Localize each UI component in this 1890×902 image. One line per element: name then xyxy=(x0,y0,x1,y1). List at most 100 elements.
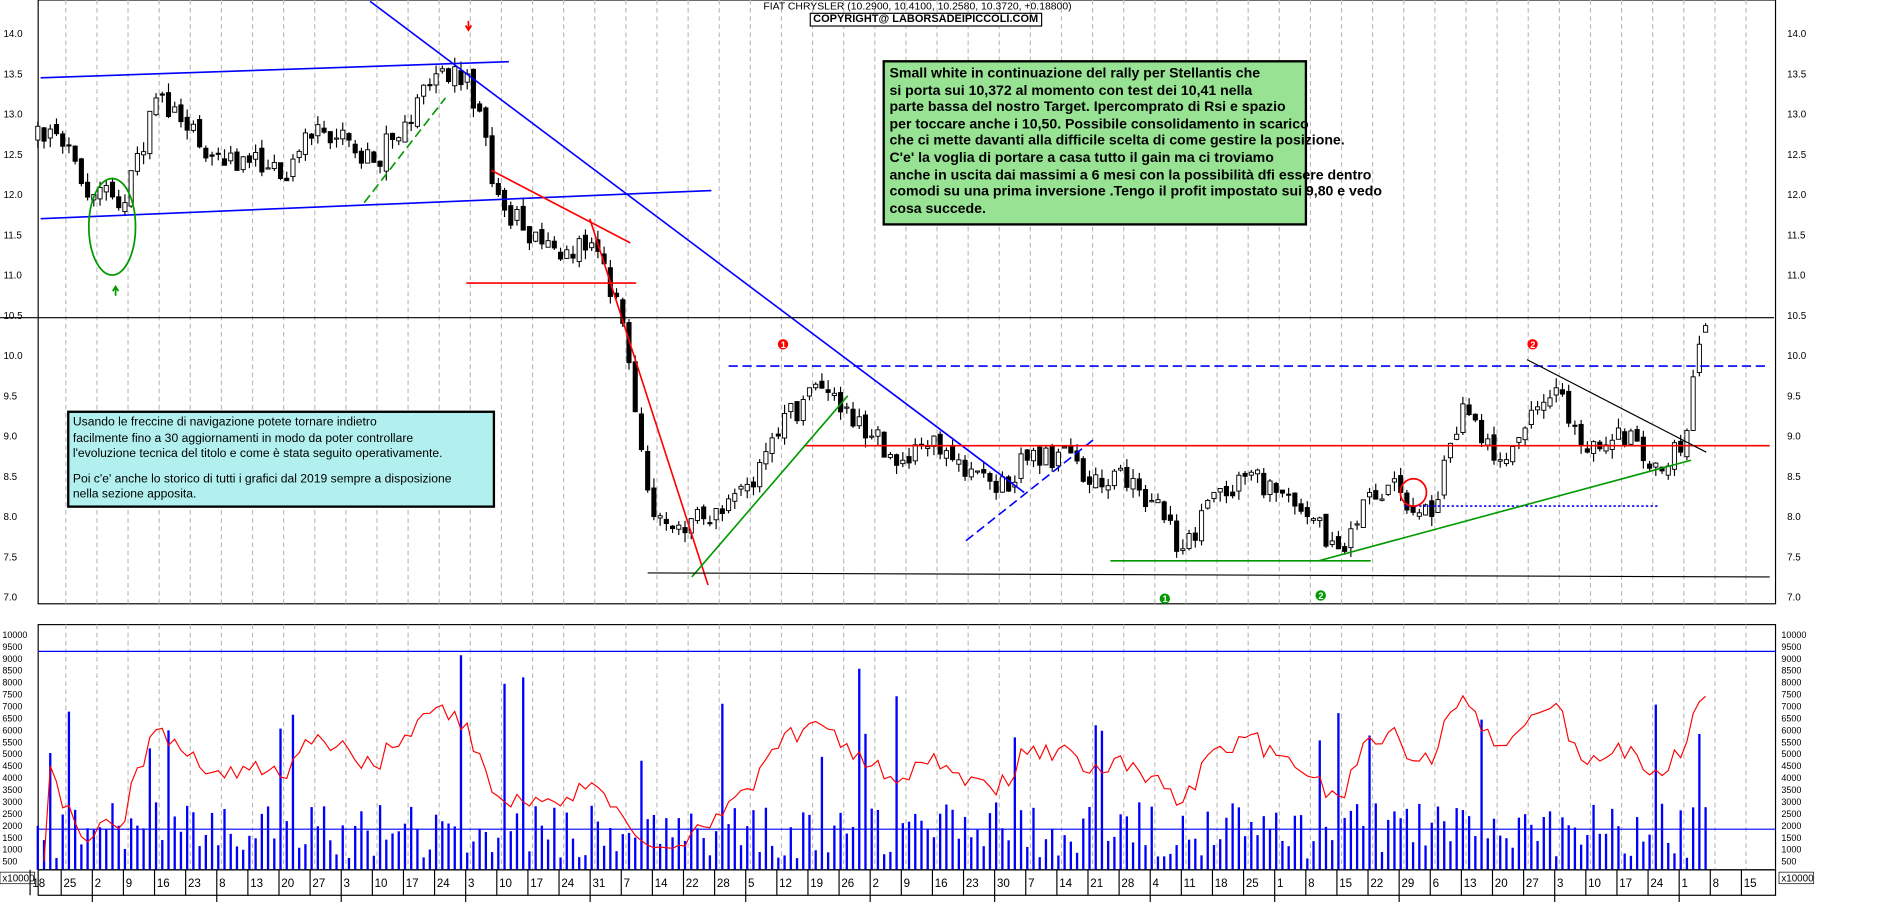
candle-body xyxy=(862,414,869,439)
x-tick-label: 13 xyxy=(1464,878,1477,890)
pivot-marker-green: 1 xyxy=(1159,593,1171,604)
candle xyxy=(1211,491,1217,503)
candle xyxy=(769,432,775,463)
candle xyxy=(582,229,588,260)
candle xyxy=(831,387,837,401)
x-tick-label: 27 xyxy=(1526,878,1539,890)
candle xyxy=(1292,492,1298,515)
candle-body xyxy=(309,133,315,139)
candle xyxy=(458,61,464,91)
candle-body xyxy=(1354,523,1360,526)
candle xyxy=(514,206,520,226)
x-tick-label: 29 xyxy=(1401,878,1414,890)
candle xyxy=(1174,514,1180,558)
volume-tick-label-left: 2500 xyxy=(2,809,22,819)
candle-body xyxy=(246,155,252,163)
volume-tick-label-left: 3000 xyxy=(2,797,22,807)
candle-body xyxy=(371,151,377,163)
candle-body xyxy=(302,132,308,155)
volume-tick-label-left: 3500 xyxy=(2,785,22,795)
volume-tick-label-left: 1500 xyxy=(2,833,22,843)
candle-body xyxy=(769,437,775,454)
candle xyxy=(1441,455,1447,500)
info-line: Usando le freccine di navigazione potete… xyxy=(72,415,377,430)
candle xyxy=(47,124,53,148)
candle-body xyxy=(452,66,458,87)
candle-body xyxy=(1074,450,1080,462)
candle-body xyxy=(501,189,508,211)
candle-body xyxy=(153,97,159,116)
candle xyxy=(259,139,265,177)
candle-body xyxy=(315,124,321,137)
candle-body xyxy=(277,162,284,179)
candle xyxy=(1236,471,1242,500)
candle-body xyxy=(327,131,333,144)
candle-body xyxy=(477,103,483,112)
candle xyxy=(651,478,657,521)
price-tick-label-left: 10.5 xyxy=(3,311,23,322)
candle xyxy=(1279,489,1285,498)
candle-body xyxy=(203,147,209,159)
price-tick-label-left: 8.0 xyxy=(3,512,17,523)
candle-body xyxy=(539,229,545,245)
candle xyxy=(277,162,284,181)
marker-dot xyxy=(777,339,789,350)
candle-body xyxy=(1192,532,1198,541)
candle xyxy=(1198,503,1205,546)
candle-body xyxy=(1609,439,1615,450)
candle-body xyxy=(1335,536,1341,550)
candle xyxy=(1086,470,1093,494)
candle-body xyxy=(1130,477,1136,490)
candle-body xyxy=(346,133,352,141)
candle xyxy=(1360,499,1366,528)
pivot-marker-red: 2 xyxy=(1527,339,1538,350)
volume-tick-label-right: 10000 xyxy=(1781,630,1806,640)
candle xyxy=(850,402,856,428)
x-tick-label: 18 xyxy=(1215,878,1228,890)
candle-body xyxy=(950,445,956,461)
price-tick-label-right: 14.0 xyxy=(1787,29,1807,40)
candle-body xyxy=(744,483,750,492)
x-axis-row xyxy=(37,869,1777,896)
candle xyxy=(1553,378,1559,403)
candle xyxy=(489,127,495,188)
candle xyxy=(439,65,445,74)
candle-body xyxy=(1516,437,1522,443)
x-tick-label: 17 xyxy=(530,878,543,890)
candle-body xyxy=(1547,397,1553,407)
candle-body xyxy=(906,456,912,464)
price-tick-label-left: 7.5 xyxy=(3,552,17,563)
candle xyxy=(66,137,72,154)
candle xyxy=(806,387,813,401)
candle-body xyxy=(1379,498,1385,501)
price-tick-label-right: 13.5 xyxy=(1787,69,1807,80)
unit-label-right-box xyxy=(1778,871,1815,885)
candle-body xyxy=(215,152,221,155)
volume-tick-label-right: 5000 xyxy=(1781,749,1801,759)
candle-body xyxy=(1541,401,1547,411)
candle-body xyxy=(1211,491,1217,500)
candle xyxy=(1379,493,1385,502)
candle xyxy=(1049,443,1055,472)
candle-body xyxy=(1006,476,1012,492)
candle-body xyxy=(439,68,445,72)
candle xyxy=(1385,484,1391,496)
candle-body xyxy=(421,84,427,97)
candle xyxy=(1130,469,1136,498)
x-tick-label: 21 xyxy=(1090,878,1103,890)
candle xyxy=(1684,428,1690,461)
x-tick-label: 8 xyxy=(219,878,225,890)
candle-body xyxy=(1553,387,1559,396)
candle-body xyxy=(726,498,732,512)
candle xyxy=(869,429,875,440)
candle xyxy=(134,146,140,176)
candle xyxy=(1584,441,1590,454)
candle-body xyxy=(1653,462,1659,468)
candle-body xyxy=(1136,478,1142,491)
candle xyxy=(968,461,974,481)
candle-body xyxy=(875,429,881,437)
analysis-comment-box: Small white in continuazione del rally p… xyxy=(882,60,1382,226)
candle-body xyxy=(109,181,116,198)
candle-body xyxy=(694,509,701,521)
candle xyxy=(1329,531,1335,548)
